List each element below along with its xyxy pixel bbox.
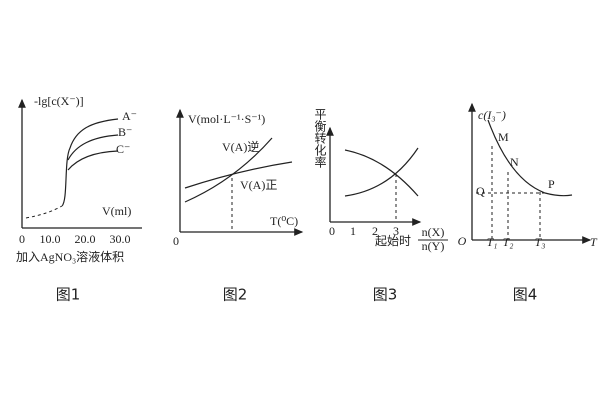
x-tick: T₃ [535,235,546,249]
x-tick: 30.0 [110,232,131,246]
x-tick: 10.0 [40,232,61,246]
x-tick: 3 [393,224,399,238]
x-tick: 2 [372,224,378,238]
x-tick: 0 [329,224,335,238]
y-label: V(mol·L⁻¹·S⁻¹) [188,112,265,126]
ratio-denominator: n(Y) [422,239,445,253]
curve [25,205,63,219]
ratio-numerator: n(X) [422,225,445,239]
y-label: 平衡转化率 [313,108,327,168]
figure-2: V(mol·L⁻¹·S⁻¹) T(⁰C) 0 V(A)逆 V(A)正 图2 [173,108,304,304]
curve-decreasing [344,149,419,197]
point-label: Q [476,184,485,198]
x-label: T(⁰C) [270,214,298,228]
figure-1: -lg[c(X⁻)] V(ml) 0 10.0 20.0 30.0 加入AgNO… [16,94,142,304]
caption: 图4 [513,286,538,304]
x-tick: 1 [350,224,356,238]
point-label: M [498,130,509,144]
point-label: P [548,177,555,191]
caption: 图2 [223,286,248,304]
curve-a [61,118,119,207]
x-label: 起始时 [375,234,411,248]
figure-3: 平衡转化率 0 1 2 3 起始时 n(X) n(Y) 图3 [313,108,448,304]
footnote: 加入AgNO₃溶液体积 [16,249,124,264]
point-label: N [510,155,519,169]
x-tick: T₁ [487,235,498,249]
curve-label: A⁻ [122,109,137,123]
y-label: c(I₃⁻) [478,108,506,122]
origin: 0 [173,234,179,248]
caption: 图3 [373,286,398,304]
x-tick: 20.0 [75,232,96,246]
curve-label: V(A)逆 [222,139,259,154]
caption: 图1 [56,286,81,304]
curve-b [67,134,119,161]
x-tick: 0 [19,232,25,246]
curve-increasing [344,147,419,197]
figure-4: c(I₃⁻) O T M N P Q T₁ T₂ T₃ 图4 [458,102,598,304]
curve-c [67,150,119,171]
x-label: T [590,235,598,249]
x-tick: T₂ [503,235,514,249]
curve-label: B⁻ [118,125,132,139]
y-label: -lg[c(X⁻)] [34,94,84,108]
curve-label: V(A)正 [240,178,277,192]
x-label: V(ml) [102,204,131,218]
curve-label: C⁻ [116,142,130,156]
curve-forward [184,161,293,189]
origin: O [458,234,467,248]
